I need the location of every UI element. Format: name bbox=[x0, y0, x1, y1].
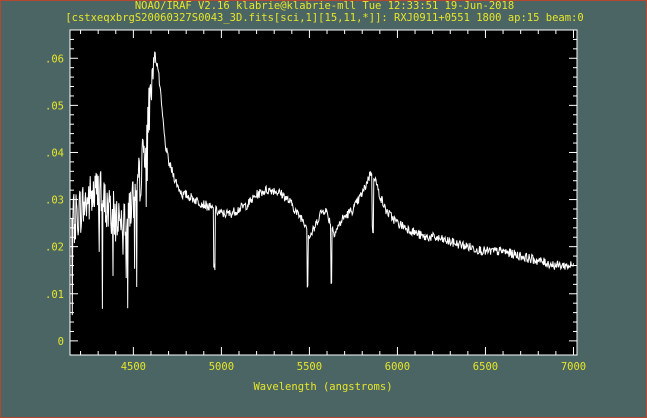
plot-header-image-info: [cstxeqxbrgS20060327S0043_3D.fits[sci,1]… bbox=[65, 12, 584, 24]
y-tick-label: .03 bbox=[45, 195, 64, 207]
x-axis-label: Wavelength (angstroms) bbox=[253, 381, 392, 393]
y-tick-label: .04 bbox=[45, 147, 64, 159]
x-tick-label: 6500 bbox=[473, 361, 498, 373]
axis-ticks bbox=[70, 30, 577, 355]
spectrum-line bbox=[71, 51, 574, 316]
tick-labels: 4500 5000 5500 6000 6500 7000 0 .01 .02 .03 .04 .05… bbox=[45, 53, 586, 373]
x-tick-label: 5000 bbox=[209, 361, 234, 373]
y-tick-label: .01 bbox=[45, 289, 64, 301]
x-tick-label: 4500 bbox=[121, 361, 146, 373]
x-tick-label: 5500 bbox=[297, 361, 322, 373]
y-tick-label: .02 bbox=[45, 242, 64, 254]
plot-header-title: NOAO/IRAF V2.16 klabrie@klabrie-mll Tue … bbox=[134, 0, 515, 12]
y-tick-label: 0 bbox=[58, 336, 64, 348]
y-tick-label: .05 bbox=[45, 100, 64, 112]
y-tick-label: .06 bbox=[45, 53, 64, 65]
x-tick-label: 6000 bbox=[385, 361, 410, 373]
x-tick-label: 7000 bbox=[561, 361, 586, 373]
plot-area bbox=[69, 29, 578, 356]
